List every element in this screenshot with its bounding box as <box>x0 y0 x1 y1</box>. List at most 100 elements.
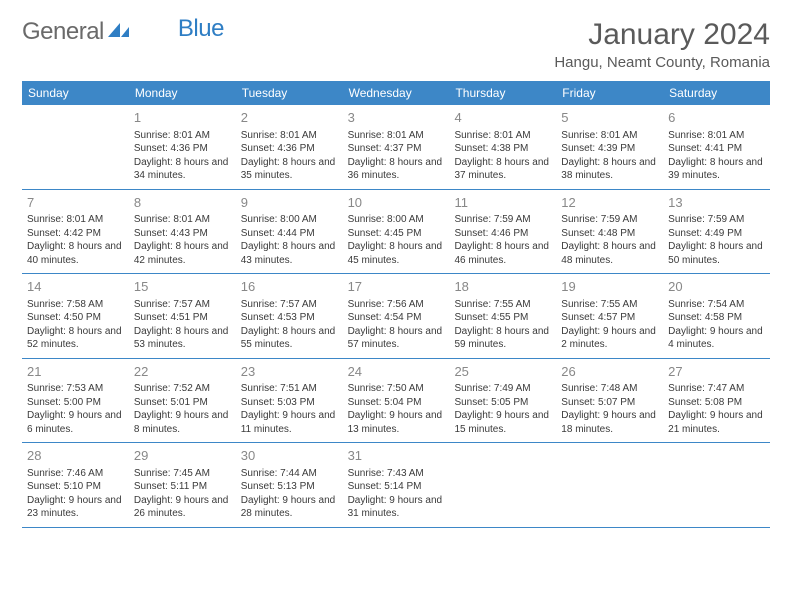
sunrise-text: Sunrise: 8:01 AM <box>348 129 445 143</box>
day-number: 8 <box>134 194 231 212</box>
day-cell: 7Sunrise: 8:01 AMSunset: 4:42 PMDaylight… <box>22 190 129 274</box>
location: Hangu, Neamt County, Romania <box>554 54 770 71</box>
month-title: January 2024 <box>554 18 770 52</box>
day-number: 20 <box>668 278 765 296</box>
day-cell: 21Sunrise: 7:53 AMSunset: 5:00 PMDayligh… <box>22 359 129 443</box>
daylight-text: Daylight: 8 hours and 38 minutes. <box>561 156 658 183</box>
daylight-text: Daylight: 9 hours and 28 minutes. <box>241 494 338 521</box>
day-number: 21 <box>27 363 124 381</box>
sunset-text: Sunset: 4:41 PM <box>668 142 765 156</box>
sunset-text: Sunset: 4:37 PM <box>348 142 445 156</box>
daylight-text: Daylight: 8 hours and 36 minutes. <box>348 156 445 183</box>
day-number: 4 <box>454 109 551 127</box>
day-cell: 16Sunrise: 7:57 AMSunset: 4:53 PMDayligh… <box>236 274 343 358</box>
header: General Blue January 2024 Hangu, Neamt C… <box>22 18 770 71</box>
sunrise-text: Sunrise: 7:55 AM <box>561 298 658 312</box>
day-number: 28 <box>27 447 124 465</box>
week-row: 1Sunrise: 8:01 AMSunset: 4:36 PMDaylight… <box>22 105 770 190</box>
sunrise-text: Sunrise: 7:50 AM <box>348 382 445 396</box>
day-cell: 19Sunrise: 7:55 AMSunset: 4:57 PMDayligh… <box>556 274 663 358</box>
day-cell: 15 Sunrise: 7:57 AMSunset: 4:51 PMDayligh… <box>129 274 236 358</box>
sunrise-text: Sunrise: 7:52 AM <box>134 382 231 396</box>
day-cell <box>22 105 129 189</box>
day-number: 7 <box>27 194 124 212</box>
day-number: 14 <box>27 278 124 296</box>
day-number: 24 <box>348 363 445 381</box>
day-number: 9 <box>241 194 338 212</box>
day-number: 30 <box>241 447 338 465</box>
sunrise-text: Sunrise: 7:57 AM <box>134 298 231 312</box>
logo: General Blue <box>22 18 224 46</box>
sunset-text: Sunset: 5:11 PM <box>134 480 231 494</box>
daylight-text: Daylight: 9 hours and 21 minutes. <box>668 409 765 436</box>
sunrise-text: Sunrise: 7:45 AM <box>134 467 231 481</box>
day-number: 19 <box>561 278 658 296</box>
daylight-text: Daylight: 8 hours and 48 minutes. <box>561 240 658 267</box>
sunrise-text: Sunrise: 8:01 AM <box>454 129 551 143</box>
day-header-cell: Friday <box>556 81 663 105</box>
daylight-text: Daylight: 8 hours and 46 minutes. <box>454 240 551 267</box>
day-cell: 6 Sunrise: 8:01 AMSunset: 4:41 PMDaylight… <box>663 105 770 189</box>
sunset-text: Sunset: 5:14 PM <box>348 480 445 494</box>
sunset-text: Sunset: 4:51 PM <box>134 311 231 325</box>
daylight-text: Daylight: 8 hours and 55 minutes. <box>241 325 338 352</box>
daylight-text: Daylight: 9 hours and 23 minutes. <box>27 494 124 521</box>
sunrise-text: Sunrise: 7:59 AM <box>454 213 551 227</box>
sunrise-text: Sunrise: 8:01 AM <box>134 213 231 227</box>
day-number: 15 <box>134 278 231 296</box>
day-cell <box>449 443 556 527</box>
day-number: 11 <box>454 194 551 212</box>
day-header-cell: Wednesday <box>343 81 450 105</box>
day-header-cell: Sunday <box>22 81 129 105</box>
sunset-text: Sunset: 5:01 PM <box>134 396 231 410</box>
sunset-text: Sunset: 4:38 PM <box>454 142 551 156</box>
day-number: 2 <box>241 109 338 127</box>
sunset-text: Sunset: 5:08 PM <box>668 396 765 410</box>
sunrise-text: Sunrise: 7:58 AM <box>27 298 124 312</box>
day-number: 10 <box>348 194 445 212</box>
day-header-cell: Monday <box>129 81 236 105</box>
day-number: 31 <box>348 447 445 465</box>
day-number: 17 <box>348 278 445 296</box>
week-row: 28Sunrise: 7:46 AMSunset: 5:10 PMDayligh… <box>22 443 770 528</box>
day-cell: 23Sunrise: 7:51 AMSunset: 5:03 PMDayligh… <box>236 359 343 443</box>
daylight-text: Daylight: 9 hours and 8 minutes. <box>134 409 231 436</box>
day-header-cell: Thursday <box>449 81 556 105</box>
sunrise-text: Sunrise: 8:01 AM <box>561 129 658 143</box>
week-row: 14 Sunrise: 7:58 AMSunset: 4:50 PM Dayligh… <box>22 274 770 359</box>
day-number: 18 <box>454 278 551 296</box>
day-cell: 12Sunrise: 7:59 AMSunset: 4:48 PMDayligh… <box>556 190 663 274</box>
sunrise-text: Sunrise: 8:01 AM <box>668 129 765 143</box>
daylight-text: Daylight: 9 hours and 2 minutes. <box>561 325 658 352</box>
day-header-row: SundayMondayTuesdayWednesdayThursdayFrid… <box>22 81 770 105</box>
logo-text-1: General <box>22 18 104 46</box>
sunset-text: Sunset: 5:13 PM <box>241 480 338 494</box>
daylight-text: Daylight: 8 hours and 42 minutes. <box>134 240 231 267</box>
day-number: 6 <box>668 109 765 127</box>
daylight-text: Daylight: 8 hours and 34 minutes. <box>134 156 231 183</box>
calendar: SundayMondayTuesdayWednesdayThursdayFrid… <box>22 81 770 528</box>
sunset-text: Sunset: 4:45 PM <box>348 227 445 241</box>
sunset-text: Sunset: 5:03 PM <box>241 396 338 410</box>
day-cell <box>556 443 663 527</box>
day-cell: 14Sunrise: 7:58 AMSunset: 4:50 PMDayligh… <box>22 274 129 358</box>
daylight-text: Daylight: 8 hours and 39 minutes. <box>668 156 765 183</box>
sunset-text: Sunset: 4:53 PM <box>241 311 338 325</box>
sunset-text: Sunset: 4:58 PM <box>668 311 765 325</box>
sunset-text: Sunset: 5:05 PM <box>454 396 551 410</box>
sunset-text: Sunset: 4:42 PM <box>27 227 124 241</box>
daylight-text: Daylight: 9 hours and 4 minutes. <box>668 325 765 352</box>
sunrise-text: Sunrise: 8:01 AM <box>134 129 231 143</box>
day-cell: 26Sunrise: 7:48 AMSunset: 5:07 PMDayligh… <box>556 359 663 443</box>
daylight-text: Daylight: 8 hours and 53 minutes. <box>134 325 231 352</box>
daylight-text: Daylight: 9 hours and 31 minutes. <box>348 494 445 521</box>
day-cell: 31Sunrise: 7:43 AMSunset: 5:14 PMDayligh… <box>343 443 450 527</box>
day-cell: 10Sunrise: 8:00 AMSunset: 4:45 PMDayligh… <box>343 190 450 274</box>
day-number: 25 <box>454 363 551 381</box>
day-cell: 18Sunrise: 7:55 AMSunset: 4:55 PMDayligh… <box>449 274 556 358</box>
sunset-text: Sunset: 4:48 PM <box>561 227 658 241</box>
daylight-text: Daylight: 9 hours and 6 minutes. <box>27 409 124 436</box>
daylight-text: Daylight: 8 hours and 50 minutes. <box>668 240 765 267</box>
sunset-text: Sunset: 4:50 PM <box>27 311 124 325</box>
day-cell: 9Sunrise: 8:00 AMSunset: 4:44 PMDaylight… <box>236 190 343 274</box>
